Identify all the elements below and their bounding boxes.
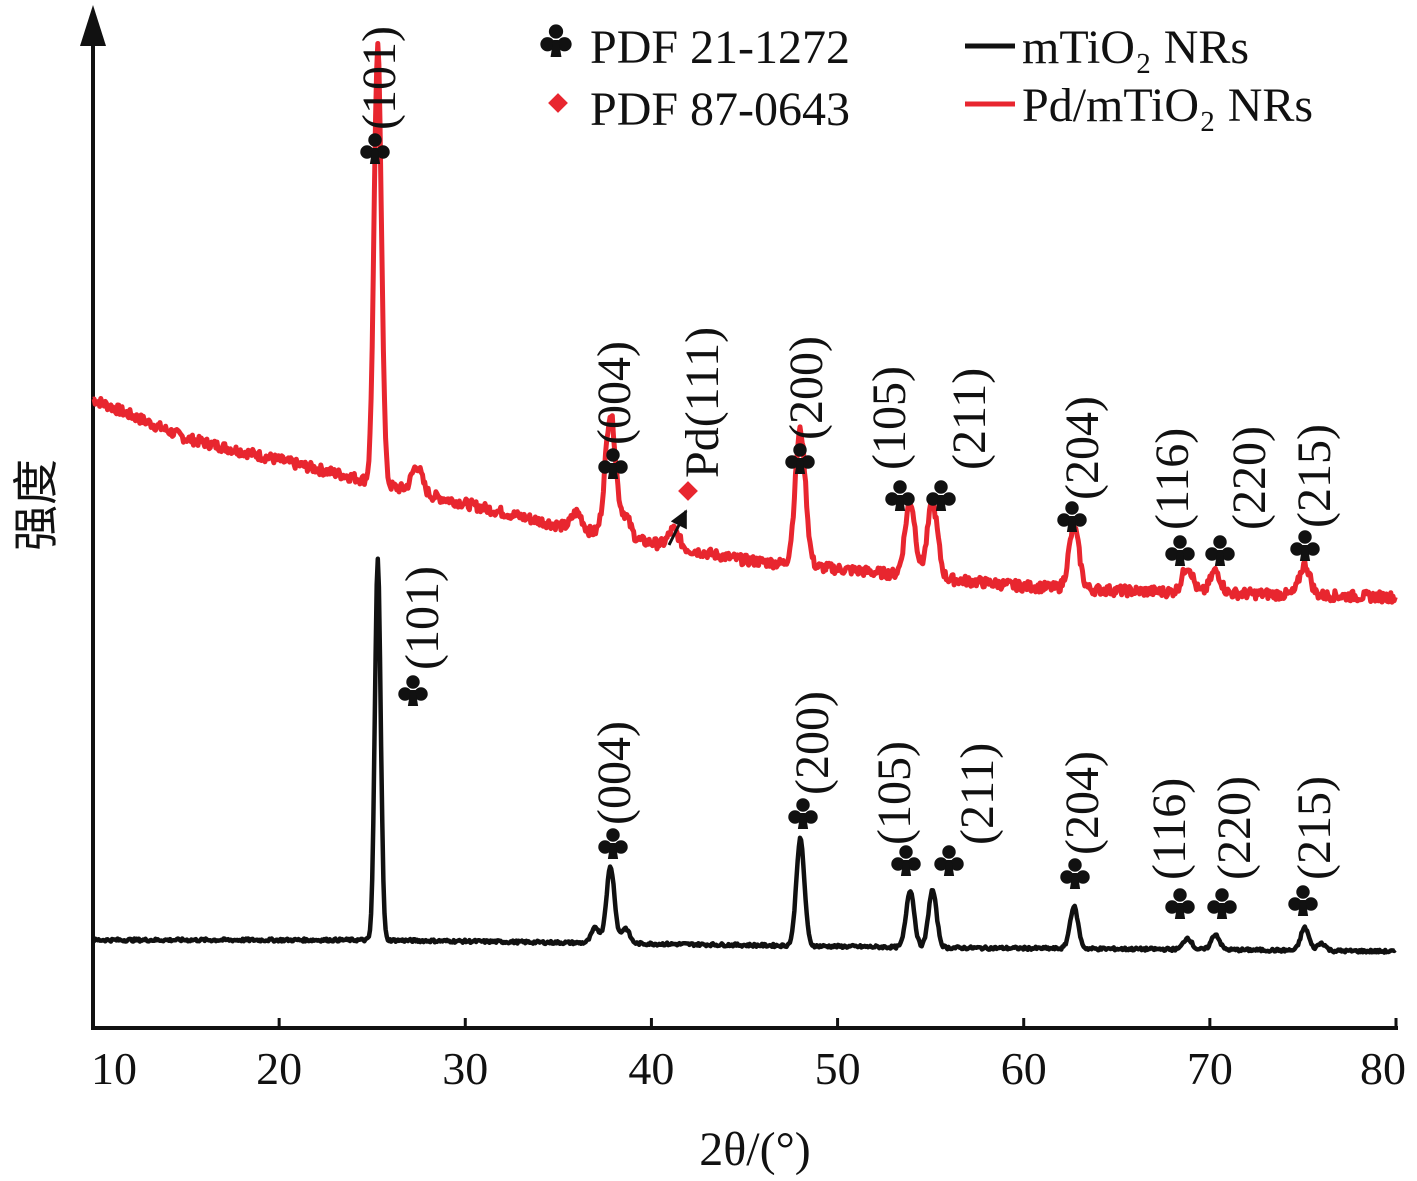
x-tick-label: 30	[442, 1043, 488, 1094]
legend-entry-pdf-21-1272: PDF 21-1272	[540, 21, 850, 74]
club-icon	[1290, 530, 1320, 561]
x-tick-label: 50	[815, 1043, 861, 1094]
x-tick-label: 80	[1360, 1043, 1406, 1094]
y-axis-arrow-icon	[80, 5, 106, 46]
pd-arrow	[667, 509, 688, 546]
peak-annotations: (101) (004) Pd(111) (200) (105) (211) (204) (11…	[353, 26, 1341, 919]
peak-label: (204)	[1056, 396, 1109, 500]
club-icon	[598, 828, 628, 859]
legend-label-pdf-21-1272: PDF 21-1272	[590, 21, 850, 74]
club-icon	[1057, 501, 1087, 532]
x-tick-label: 10	[91, 1043, 137, 1094]
peak-label: (204)	[1056, 751, 1109, 855]
club-icon	[785, 443, 815, 474]
legend-label-pdf-87-0643: PDF 87-0643	[590, 83, 850, 136]
club-icon	[1205, 535, 1235, 566]
x-axis-tick-labels: 10 20 30 40 50 60 70 80	[91, 1043, 1406, 1094]
club-icon	[926, 480, 956, 511]
peak-label: (116)	[1146, 428, 1199, 530]
series-line-mtio2	[91, 556, 1397, 955]
club-icon	[598, 448, 628, 479]
club-icon	[398, 675, 428, 706]
peak-label: (200)	[780, 336, 833, 440]
legend: PDF 21-1272 PDF 87-0643 mTiO₂ NRs Pd/mTi…	[540, 21, 1313, 136]
club-icon	[934, 845, 964, 876]
club-icon	[1288, 885, 1318, 916]
x-axis-label: 2θ/(°)	[699, 1123, 811, 1176]
y-axis-label: 强度	[11, 459, 62, 551]
series-line-pd-mtio2	[91, 41, 1398, 605]
legend-label-pd-mtio2: Pd/mTiO₂ NRs	[1022, 79, 1313, 132]
peak-label: (220)	[1208, 776, 1261, 880]
legend-entry-pd-mtio2: Pd/mTiO₂ NRs	[965, 79, 1313, 132]
peak-label: (211)	[951, 743, 1004, 845]
peak-label: (101)	[396, 566, 449, 670]
peak-label: (220)	[1223, 426, 1276, 530]
legend-label-mtio2: mTiO₂ NRs	[1022, 21, 1249, 74]
diamond-icon	[548, 93, 568, 113]
x-tick-label: 20	[256, 1043, 302, 1094]
club-icon	[891, 845, 921, 876]
peak-label: (105)	[863, 366, 916, 470]
peak-label: (215)	[1288, 776, 1341, 880]
legend-club-shape	[540, 24, 572, 57]
x-tick-label: 60	[1001, 1043, 1047, 1094]
peak-label: (105)	[868, 741, 921, 845]
club-icon	[540, 24, 572, 57]
peak-label: (004)	[588, 341, 641, 445]
peak-label: (215)	[1288, 424, 1341, 528]
club-icon	[1165, 535, 1195, 566]
peak-label: (211)	[943, 368, 996, 470]
peak-label: Pd(111)	[676, 327, 729, 478]
peak-label: (116)	[1143, 778, 1196, 880]
club-icon	[1207, 888, 1237, 919]
peak-label: (004)	[588, 721, 641, 825]
club-icon	[360, 133, 390, 164]
club-icon	[1060, 858, 1090, 889]
legend-entry-pdf-87-0643: PDF 87-0643	[548, 83, 850, 136]
club-icon	[788, 798, 818, 829]
x-axis-ticks	[91, 1018, 1398, 1028]
club-icon	[1165, 888, 1195, 919]
pd-diamond-icon	[678, 481, 698, 501]
peak-label: (101)	[353, 26, 406, 130]
x-tick-label: 40	[628, 1043, 674, 1094]
legend-entry-mtio2: mTiO₂ NRs	[965, 21, 1249, 74]
peak-label: (200)	[786, 691, 839, 795]
series-layer	[91, 41, 1398, 955]
club-icon	[885, 480, 915, 511]
x-tick-label: 70	[1187, 1043, 1233, 1094]
